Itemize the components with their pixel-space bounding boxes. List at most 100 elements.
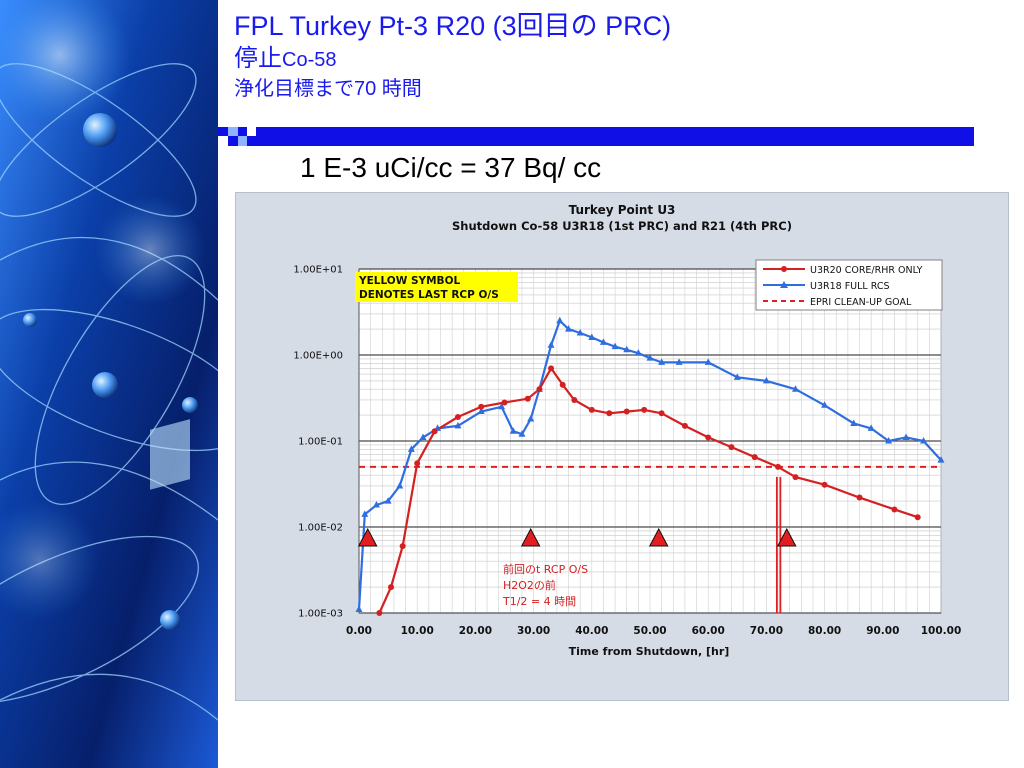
x-tick-label: 40.00 bbox=[575, 625, 608, 637]
point-u3r18 bbox=[867, 424, 875, 431]
legend-label-u3r18: U3R18 FULL RCS bbox=[810, 281, 890, 292]
annotation-line-2: H2O2の前 bbox=[503, 578, 556, 592]
point-u3r18 bbox=[576, 329, 584, 336]
point-u3r20 bbox=[548, 365, 555, 372]
point-u3r20 bbox=[376, 610, 383, 616]
y-tick-label: 1.00E-01 bbox=[298, 437, 343, 448]
x-tick-label: 80.00 bbox=[808, 625, 841, 637]
last-rcp-marker bbox=[520, 527, 541, 547]
legend-label-goal: EPRI CLEAN-UP GOAL bbox=[810, 297, 912, 308]
point-u3r20 bbox=[606, 410, 613, 417]
callout-line-2: DENOTES LAST RCP O/S bbox=[359, 289, 499, 301]
x-axis-label: Time from Shutdown, [hr] bbox=[569, 645, 730, 658]
series-line-u3r20 bbox=[378, 367, 919, 614]
title-underline-bar bbox=[218, 127, 974, 146]
point-u3r18 bbox=[885, 437, 893, 444]
title-line-2: 停止Co-58 bbox=[234, 44, 671, 75]
point-u3r18 bbox=[372, 501, 380, 508]
point-u3r18 bbox=[361, 510, 369, 517]
y-tick-label: 1.00E+01 bbox=[293, 265, 343, 276]
y-tick-label: 1.00E-02 bbox=[298, 523, 343, 534]
point-u3r18 bbox=[588, 333, 596, 340]
x-tick-label: 90.00 bbox=[866, 625, 899, 637]
point-u3r18 bbox=[646, 354, 654, 361]
point-u3r20 bbox=[856, 494, 863, 501]
x-tick-label: 60.00 bbox=[692, 625, 725, 637]
point-u3r20 bbox=[914, 514, 921, 521]
point-u3r20 bbox=[623, 408, 630, 415]
point-u3r18 bbox=[611, 342, 619, 350]
co58-shutdown-chart: 1.00E-03 1.00E-02 1.00E-01 1.00E+00 1.00E+01… bbox=[293, 203, 962, 658]
decorative-side-panel bbox=[0, 0, 218, 768]
point-u3r20 bbox=[728, 444, 735, 451]
point-u3r18 bbox=[634, 349, 642, 356]
y-tick-label: 1.00E+00 bbox=[293, 351, 343, 362]
point-u3r18 bbox=[704, 358, 712, 365]
point-u3r18 bbox=[527, 415, 535, 422]
point-u3r18 bbox=[762, 376, 770, 384]
point-u3r18 bbox=[556, 316, 564, 324]
point-u3r20 bbox=[559, 381, 566, 388]
point-u3r20 bbox=[399, 543, 406, 550]
point-u3r20 bbox=[641, 406, 648, 413]
point-u3r20 bbox=[571, 396, 578, 403]
last-rcp-marker bbox=[776, 527, 797, 547]
point-u3r20 bbox=[536, 386, 543, 393]
point-u3r20 bbox=[454, 414, 461, 421]
point-u3r18 bbox=[599, 338, 607, 345]
point-u3r18 bbox=[518, 430, 526, 437]
point-u3r18 bbox=[792, 385, 799, 392]
point-u3r20 bbox=[388, 584, 395, 591]
series-group bbox=[357, 319, 942, 614]
point-u3r18 bbox=[396, 481, 404, 489]
point-u3r18 bbox=[675, 358, 683, 365]
last-rcp-marker bbox=[357, 527, 378, 547]
checker-bar-decoration bbox=[218, 127, 974, 146]
title-line-2-jp: 停止 bbox=[234, 45, 282, 72]
x-tick-label: 10.00 bbox=[401, 625, 434, 637]
point-u3r18 bbox=[821, 401, 829, 408]
point-u3r18 bbox=[355, 605, 363, 612]
legend-marker-u3r18 bbox=[780, 281, 788, 288]
last-rcp-marker bbox=[648, 527, 669, 547]
x-tick-label: 50.00 bbox=[633, 625, 666, 637]
point-u3r18 bbox=[477, 407, 485, 415]
point-u3r20 bbox=[501, 399, 508, 406]
annotation-line-1: 前回のt RCP O/S bbox=[503, 562, 588, 576]
point-u3r18 bbox=[384, 497, 392, 504]
point-u3r20 bbox=[681, 422, 688, 429]
x-tick-label: 30.00 bbox=[517, 625, 550, 637]
annotation-line-3: T1/2 = 4 時間 bbox=[502, 595, 576, 608]
last-rcp-callout: YELLOW SYMBOL DENOTES LAST RCP O/S bbox=[355, 272, 518, 302]
point-u3r20 bbox=[891, 506, 898, 513]
point-u3r20 bbox=[524, 395, 531, 402]
y-tick-label: 1.00E-03 bbox=[298, 609, 343, 620]
point-u3r20 bbox=[478, 403, 485, 410]
point-u3r18 bbox=[498, 402, 506, 410]
series-line-u3r18 bbox=[357, 319, 942, 610]
x-tick-label: 20.00 bbox=[459, 625, 492, 637]
title-line-3: 浄化目標まで70 時間 bbox=[234, 78, 422, 100]
point-u3r18 bbox=[937, 456, 945, 463]
point-u3r20 bbox=[588, 406, 595, 413]
point-u3r18 bbox=[565, 325, 573, 332]
point-u3r18 bbox=[733, 373, 741, 380]
slide-title: FPL Turkey Pt-3 R20 (3回目の PRC) 停止Co-58 浄… bbox=[234, 8, 671, 103]
point-u3r20 bbox=[414, 460, 421, 467]
legend-label-u3r20: U3R20 CORE/RHR ONLY bbox=[810, 265, 923, 276]
point-u3r20 bbox=[775, 463, 782, 470]
point-u3r20 bbox=[431, 428, 438, 435]
unit-conversion-note: 1 E-3 uCi/cc = 37 Bq/ cc bbox=[300, 152, 602, 183]
point-u3r18 bbox=[407, 445, 415, 452]
legend: U3R20 CORE/RHR ONLY U3R18 FULL RCS EPRI … bbox=[755, 259, 943, 311]
point-u3r20 bbox=[751, 454, 758, 461]
point-u3r20 bbox=[658, 410, 665, 417]
callout-line-1: YELLOW SYMBOL bbox=[358, 275, 460, 287]
chart-title: Turkey Point U3 bbox=[569, 203, 676, 217]
callout-box bbox=[355, 272, 518, 302]
x-tick-label: 100.00 bbox=[921, 625, 962, 637]
point-u3r18 bbox=[902, 433, 910, 440]
point-u3r20 bbox=[792, 474, 799, 481]
title-line-2-en: Co-58 bbox=[282, 49, 337, 71]
title-line-1: FPL Turkey Pt-3 R20 (3回目の PRC) bbox=[234, 11, 672, 41]
